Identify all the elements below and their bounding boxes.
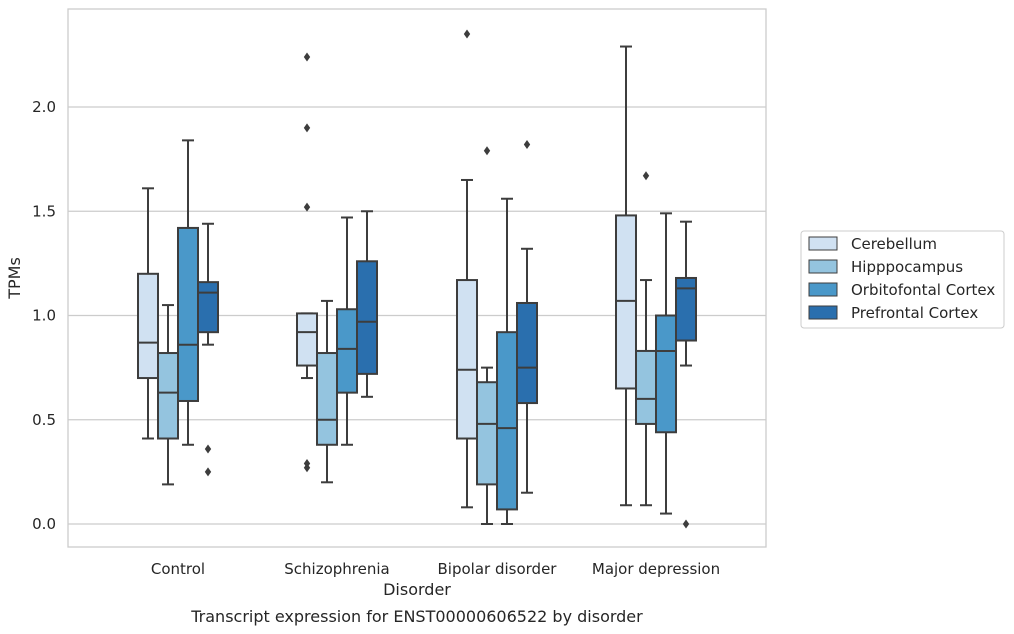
outlier-point (303, 459, 311, 469)
box-group (296, 52, 318, 473)
outlier-point (523, 140, 531, 150)
box-iqr (476, 381, 498, 486)
x-axis-title: Disorder (383, 580, 451, 599)
x-tick-label: Schizophrenia (284, 560, 389, 578)
legend-swatch (808, 282, 838, 297)
box-group (356, 210, 378, 398)
x-tick-label: Control (151, 560, 205, 578)
box-iqr (197, 281, 219, 334)
box-group (456, 29, 478, 509)
outlier-point (642, 171, 650, 181)
y-tick-label: 1.5 (32, 202, 56, 220)
box-iqr (675, 276, 697, 342)
legend-frame (800, 230, 1005, 329)
y-tick-label: 1.0 (32, 307, 56, 325)
legend-label: Cerebellum (851, 235, 937, 253)
box-group (197, 222, 219, 477)
box-iqr (635, 349, 657, 425)
plot-area-frame (67, 8, 767, 548)
outlier-point (204, 444, 212, 454)
outlier-point (303, 52, 311, 62)
box-group (496, 197, 518, 525)
box-group (476, 146, 498, 525)
y-tick-label: 2.0 (32, 98, 56, 116)
legend-swatch (808, 236, 838, 251)
y-axis-title: TPMs (5, 257, 24, 300)
box-group (635, 171, 657, 507)
outlier-point (483, 146, 491, 156)
box-group (516, 140, 538, 494)
box-iqr (177, 226, 199, 402)
box-iqr (157, 352, 179, 440)
box-iqr (356, 260, 378, 375)
box-group (316, 299, 338, 484)
box-group (675, 220, 697, 529)
box-group (336, 216, 358, 446)
box-iqr (137, 272, 159, 380)
x-axis-ticks: Control Schizophrenia Bipolar disorder Majo… (151, 560, 720, 578)
box-group (137, 187, 159, 440)
legend-label: Orbitofontal Cortex (851, 281, 995, 299)
box-iqr (516, 301, 538, 405)
legend-swatch (808, 305, 838, 320)
box-iqr (496, 331, 518, 511)
y-tick-label: 0.0 (32, 515, 56, 533)
legend-swatch (808, 259, 838, 274)
legend-label: Prefrontal Cortex (851, 304, 978, 322)
outlier-point (303, 202, 311, 212)
outlier-point (682, 519, 690, 529)
outlier-point (463, 29, 471, 39)
x-tick-label: Major depression (592, 560, 720, 578)
box-group (615, 45, 637, 507)
box-iqr (316, 352, 338, 446)
box-group (177, 139, 199, 446)
box-iqr (296, 312, 318, 367)
box-iqr (655, 314, 677, 434)
chart-caption: Transcript expression for ENST0000060652… (190, 607, 643, 626)
legend: Cerebellum Hipppocampus Orbitofontal Corte… (800, 230, 1005, 329)
box-iqr (456, 279, 478, 440)
box-marks (137, 29, 697, 529)
box-iqr (615, 214, 637, 390)
box-group (157, 304, 179, 486)
box-group (655, 212, 677, 515)
x-tick-label: Bipolar disorder (438, 560, 558, 578)
outlier-point (303, 123, 311, 133)
legend-label: Hipppocampus (851, 258, 963, 276)
y-tick-label: 0.5 (32, 411, 56, 429)
y-axis-ticks: 0.0 0.5 1.0 1.5 2.0 (32, 98, 56, 533)
box-iqr (336, 308, 358, 394)
outlier-point (204, 467, 212, 477)
